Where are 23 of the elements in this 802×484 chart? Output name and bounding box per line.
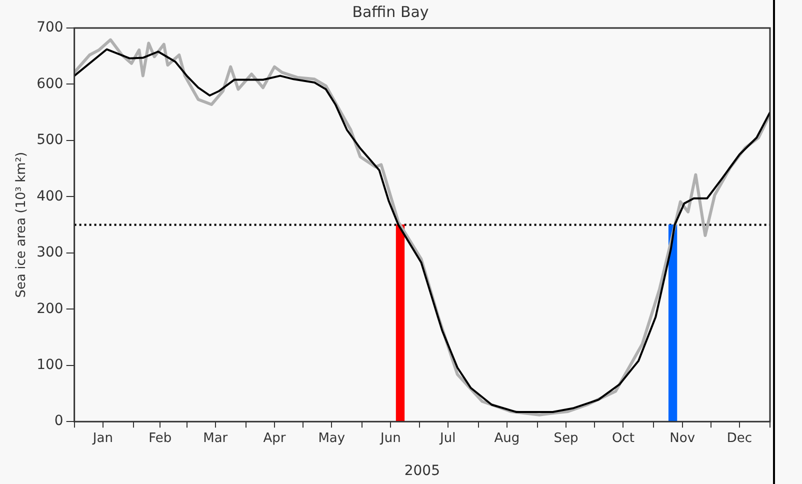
y-tick-label: 500 — [36, 132, 64, 148]
y-tick-label: 400 — [36, 188, 64, 204]
x-tick-label: Feb — [148, 430, 172, 446]
y-tick-label: 0 — [54, 413, 64, 430]
x-tick-label: Jun — [380, 430, 401, 446]
x-tick-label: Apr — [263, 430, 286, 446]
y-tick-label: 200 — [36, 300, 64, 317]
x-tick-label: Jul — [439, 430, 456, 446]
y-tick-label: 600 — [36, 76, 64, 92]
x-tick-label: Jan — [92, 430, 113, 446]
chart-title: Baffin Bay — [352, 2, 429, 21]
x-tick-label: Sep — [554, 430, 578, 446]
x-tick-label: Oct — [612, 430, 634, 446]
x-tick-label: May — [318, 430, 346, 446]
x-tick-label: Mar — [203, 430, 228, 446]
y-tick-label: 300 — [36, 244, 64, 261]
x-tick-label: Aug — [494, 430, 520, 446]
x-axis-title: 2005 — [404, 463, 440, 480]
x-tick-label: Nov — [670, 430, 696, 446]
x-tick-label: Dec — [726, 430, 752, 446]
y-axis-title: Sea ice area (10³ km²) — [14, 152, 30, 298]
y-tick-label: 700 — [36, 20, 64, 36]
y-tick-label: 100 — [36, 357, 64, 374]
